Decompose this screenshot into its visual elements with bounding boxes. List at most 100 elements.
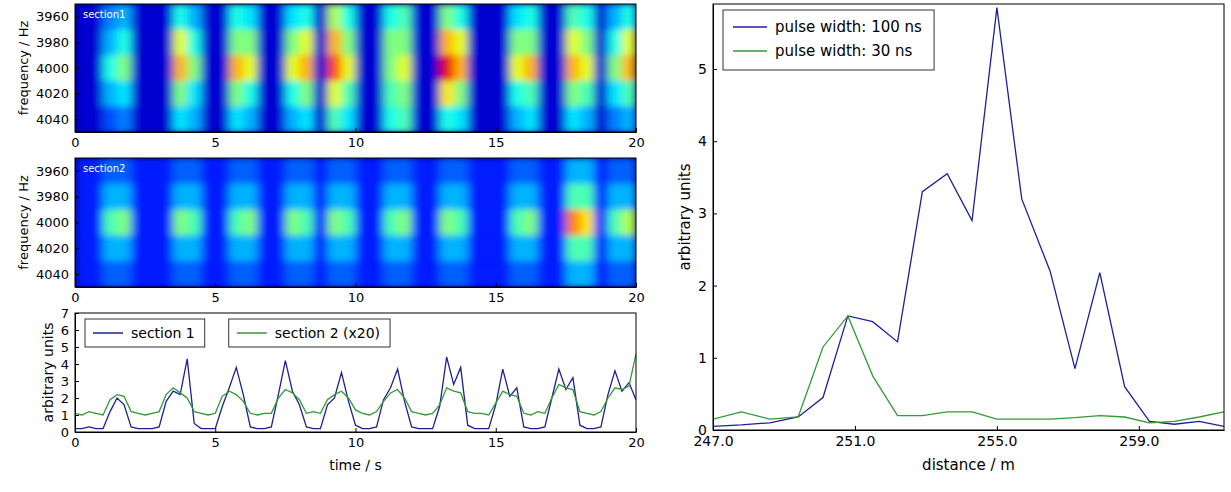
heat-cell xyxy=(608,81,623,107)
heat-cell xyxy=(271,81,286,107)
heat-cell xyxy=(299,235,314,261)
heat-cell xyxy=(285,55,300,81)
panel-title: section2 xyxy=(83,163,125,174)
heat-cell xyxy=(285,210,300,236)
tick-label: 4020 xyxy=(36,241,69,256)
heat-cell xyxy=(229,158,244,184)
tick-mark xyxy=(713,213,717,214)
legend-item: section 2 (x20) xyxy=(229,319,390,347)
heat-cell xyxy=(327,158,342,184)
heat-cell xyxy=(496,55,511,81)
heat-cell xyxy=(454,158,469,184)
heat-cell xyxy=(538,106,553,132)
heat-cell xyxy=(538,261,553,287)
heat-cell xyxy=(131,158,146,184)
heat-cell xyxy=(243,184,258,210)
heat-cell xyxy=(440,4,455,30)
heat-cell xyxy=(131,184,146,210)
heat-cell xyxy=(594,81,609,107)
heat-cell xyxy=(131,81,146,107)
heat-cell xyxy=(285,158,300,184)
heat-cell xyxy=(580,158,595,184)
tick-mark xyxy=(75,415,79,416)
heat-cell xyxy=(370,184,385,210)
axis-line xyxy=(714,430,1225,431)
legend-box xyxy=(229,319,390,347)
tick: 10 xyxy=(348,128,365,150)
heat-cell xyxy=(271,235,286,261)
tick-label: 0 xyxy=(71,435,79,450)
heat-cell xyxy=(243,261,258,287)
plot-area xyxy=(75,158,636,287)
heat-cell xyxy=(608,184,623,210)
heat-cell xyxy=(594,261,609,287)
heat-cell xyxy=(313,261,328,287)
heat-cell xyxy=(173,158,188,184)
tick-label: 0 xyxy=(698,422,707,438)
heat-cell xyxy=(496,158,511,184)
tick-label: 4000 xyxy=(36,215,69,230)
legend-swatch xyxy=(733,50,767,52)
heat-cell xyxy=(313,4,328,30)
tick: 10 xyxy=(348,428,365,450)
heat-cell xyxy=(285,261,300,287)
heat-cell xyxy=(229,55,244,81)
heat-cell xyxy=(566,55,581,81)
heat-cell xyxy=(440,210,455,236)
tick: 3980 xyxy=(36,189,79,204)
heat-cell xyxy=(285,235,300,261)
heat-cell xyxy=(496,210,511,236)
heat-cell xyxy=(201,261,216,287)
heat-cell xyxy=(89,30,104,56)
heat-cell xyxy=(538,55,553,81)
heat-cell xyxy=(370,81,385,107)
heat-cell xyxy=(257,184,272,210)
heat-cell xyxy=(580,106,595,132)
tick-mark xyxy=(713,141,717,142)
heat-cell xyxy=(398,4,413,30)
heat-cell xyxy=(398,235,413,261)
heat-cell xyxy=(117,30,132,56)
heat-cell xyxy=(566,235,581,261)
heat-cell xyxy=(426,261,441,287)
heat-cell xyxy=(594,55,609,81)
heat-cell xyxy=(145,261,160,287)
plot-frame xyxy=(75,313,636,432)
tick-label: 0 xyxy=(71,135,79,150)
heat-cell xyxy=(173,30,188,56)
tick-label: 1 xyxy=(698,350,707,366)
heat-cell xyxy=(454,81,469,107)
heat-cell xyxy=(468,158,483,184)
tick-mark xyxy=(636,128,637,132)
heat-cell xyxy=(215,106,230,132)
heat-cell xyxy=(454,55,469,81)
tick-label: 5 xyxy=(212,435,220,450)
tick-mark xyxy=(75,330,79,331)
heat-cell xyxy=(580,184,595,210)
tick: 15 xyxy=(488,283,505,305)
heat-cell xyxy=(510,81,525,107)
heat-cell xyxy=(370,30,385,56)
tick-label: 3 xyxy=(61,374,69,389)
heat-cell xyxy=(482,184,497,210)
heat-cell xyxy=(468,30,483,56)
x-axis-title: distance / m xyxy=(922,456,1015,474)
x-axis: 05101520 xyxy=(71,128,644,150)
heat-cell xyxy=(524,106,539,132)
heat-cell xyxy=(89,81,104,107)
tick-mark xyxy=(636,428,637,432)
heat-cell xyxy=(356,261,371,287)
tick-mark xyxy=(75,313,79,314)
heat-cell xyxy=(580,235,595,261)
heat-cell xyxy=(215,4,230,30)
heat-cell xyxy=(271,30,286,56)
heat-cell xyxy=(412,4,427,30)
heat-cell xyxy=(496,4,511,30)
heat-cell xyxy=(117,81,132,107)
plot-frame xyxy=(75,158,636,287)
heat-cell xyxy=(89,261,104,287)
tick-label: 15 xyxy=(488,435,505,450)
heat-cell xyxy=(510,158,525,184)
tick: 4 xyxy=(61,357,79,372)
figure: 0510152039603980400040204040frequency / … xyxy=(0,0,1231,492)
